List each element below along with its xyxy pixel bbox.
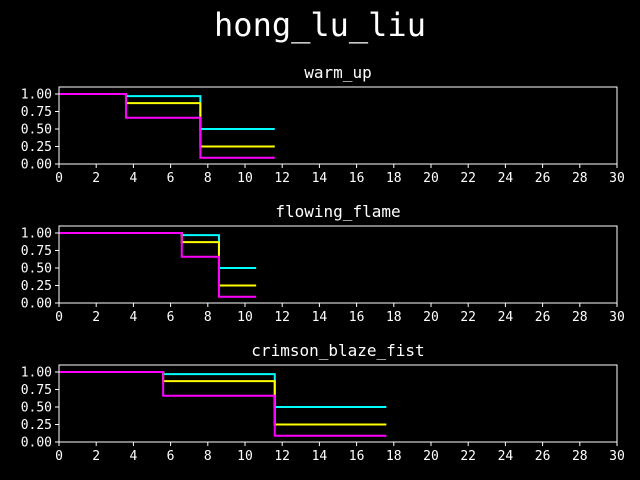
x-tick-label: 22	[460, 449, 476, 464]
series-line-3	[59, 93, 275, 159]
x-tick-label: 18	[386, 449, 402, 464]
x-tick-label: 16	[349, 171, 365, 186]
x-tick-label: 4	[129, 171, 137, 186]
x-tick-label: 14	[312, 310, 328, 325]
x-tick-label: 4	[129, 310, 137, 325]
y-tick-label: 0.75	[21, 105, 52, 120]
y-tick-label: 0.25	[21, 279, 52, 294]
x-tick-label: 18	[386, 310, 402, 325]
x-tick-label: 14	[312, 171, 328, 186]
x-tick-label: 30	[609, 171, 625, 186]
x-tick-label: 10	[237, 310, 253, 325]
x-tick-label: 12	[274, 310, 290, 325]
x-tick-label: 8	[204, 171, 212, 186]
x-tick-label: 30	[609, 449, 625, 464]
x-tick-label: 26	[535, 171, 551, 186]
y-tick-label: 0.25	[21, 140, 52, 155]
x-tick-label: 30	[609, 310, 625, 325]
figure-title: hong_lu_liu	[214, 6, 426, 44]
y-tick-label: 0.75	[21, 383, 52, 398]
x-tick-label: 0	[55, 171, 63, 186]
x-tick-label: 20	[423, 310, 439, 325]
x-tick-label: 22	[460, 310, 476, 325]
x-tick-label: 16	[349, 310, 365, 325]
x-tick-label: 10	[237, 449, 253, 464]
subplot-title: flowing_flame	[275, 202, 400, 221]
x-tick-label: 26	[535, 310, 551, 325]
x-tick-label: 28	[572, 449, 588, 464]
series-line-3	[59, 371, 387, 437]
x-tick-label: 0	[55, 310, 63, 325]
y-tick-label: 1.00	[21, 88, 52, 103]
x-tick-label: 28	[572, 310, 588, 325]
x-tick-label: 22	[460, 171, 476, 186]
y-tick-label: 1.00	[21, 227, 52, 242]
x-tick-label: 24	[498, 310, 514, 325]
x-tick-label: 2	[92, 449, 100, 464]
y-tick-label: 0.50	[21, 123, 52, 138]
y-tick-label: 0.50	[21, 262, 52, 277]
x-tick-label: 24	[498, 171, 514, 186]
x-tick-label: 2	[92, 310, 100, 325]
y-tick-label: 0.75	[21, 244, 52, 259]
x-tick-label: 28	[572, 171, 588, 186]
y-tick-label: 0.00	[21, 297, 52, 312]
axes-frame	[58, 364, 618, 443]
subplot-warm_up: warm_up0 2 4 6 8 10 12 14 16 18 20 22 24 26 28 300.000.…	[21, 63, 625, 186]
x-tick-label: 16	[349, 449, 365, 464]
subplots: warm_up0 2 4 6 8 10 12 14 16 18 20 22 24 26 28 300.000.…	[21, 63, 625, 464]
x-tick-label: 8	[204, 449, 212, 464]
x-tick-label: 24	[498, 449, 514, 464]
y-tick-label: 1.00	[21, 366, 52, 381]
y-tick-label: 0.50	[21, 401, 52, 416]
x-tick-label: 12	[274, 449, 290, 464]
axes-frame	[58, 86, 618, 165]
x-tick-label: 20	[423, 449, 439, 464]
x-tick-label: 6	[167, 171, 175, 186]
x-tick-label: 20	[423, 171, 439, 186]
x-tick-label: 12	[274, 171, 290, 186]
x-tick-label: 2	[92, 171, 100, 186]
x-tick-label: 4	[129, 449, 137, 464]
x-tick-label: 26	[535, 449, 551, 464]
series-line-3	[59, 232, 257, 298]
x-tick-label: 18	[386, 171, 402, 186]
x-tick-label: 6	[167, 449, 175, 464]
axes-frame	[58, 225, 618, 304]
y-tick-label: 0.00	[21, 158, 52, 173]
y-tick-label: 0.00	[21, 436, 52, 451]
x-tick-label: 8	[204, 310, 212, 325]
x-tick-label: 14	[312, 449, 328, 464]
x-tick-label: 6	[167, 310, 175, 325]
subplot-title: crimson_blaze_fist	[251, 341, 424, 360]
subplot-title: warm_up	[304, 63, 371, 82]
y-tick-label: 0.25	[21, 418, 52, 433]
x-tick-label: 10	[237, 171, 253, 186]
x-tick-label: 0	[55, 449, 63, 464]
